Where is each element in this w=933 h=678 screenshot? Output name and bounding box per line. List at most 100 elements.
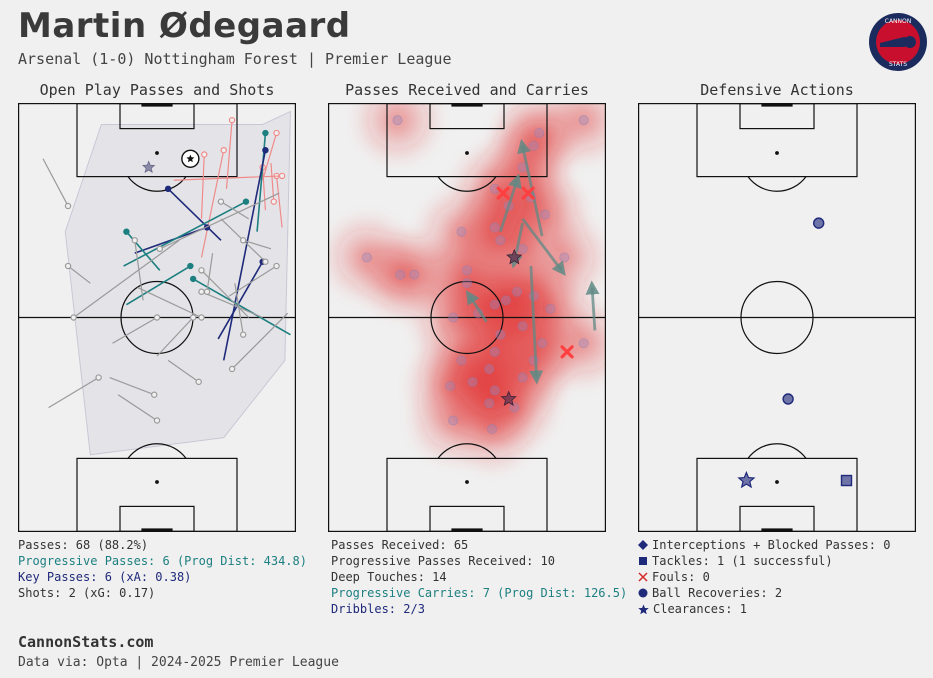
received-point-11 <box>495 235 506 246</box>
pass-segment <box>262 167 267 211</box>
square-icon <box>639 557 647 565</box>
recovery-marker-1 <box>782 393 794 405</box>
pass-segment <box>201 291 263 319</box>
received-point-39 <box>509 402 520 413</box>
pass-segment <box>42 158 69 207</box>
bottom-penalty-arc <box>127 443 187 459</box>
received-point-19 <box>512 286 523 297</box>
pass-segment <box>167 359 200 383</box>
x-marker-2 <box>521 186 535 200</box>
received-panel-title: Passes Received and Carries <box>345 81 589 99</box>
pass-segment <box>220 201 250 220</box>
pass-line-16 <box>189 275 291 336</box>
received-point-23 <box>545 303 556 314</box>
received-point-37 <box>489 385 500 396</box>
pass-segment <box>167 188 222 241</box>
pass-segment <box>200 150 225 258</box>
received-point-36 <box>445 381 456 392</box>
pass-line-18 <box>70 239 180 321</box>
pass-end-marker <box>64 202 72 210</box>
shot-marker-1 <box>142 160 156 174</box>
pass-line-37 <box>131 237 144 301</box>
top-penalty-spot <box>465 151 469 155</box>
bottom-six-yard-box <box>429 505 505 532</box>
cross-icon <box>638 572 648 582</box>
pass-end-marker <box>95 374 102 381</box>
pass-end-marker <box>156 245 163 253</box>
pass-line-26 <box>48 374 102 409</box>
pass-line-15 <box>126 262 194 306</box>
received-point-25 <box>448 312 459 323</box>
received-point-26 <box>517 321 528 332</box>
pass-line-2 <box>225 116 236 189</box>
pass-line-23 <box>156 314 197 357</box>
football-pentagon <box>186 154 195 163</box>
pass-segment <box>200 154 205 219</box>
page-title: Martin Ødegaard <box>18 6 351 46</box>
pass-line-14 <box>123 228 161 271</box>
pass-end-marker <box>270 198 277 205</box>
received-point-40 <box>448 415 459 426</box>
pass-segment <box>126 265 191 306</box>
pass-end-marker <box>153 314 161 321</box>
pass-segment <box>112 316 158 344</box>
pass-end-marker <box>201 151 208 158</box>
top-penalty-box <box>696 103 858 178</box>
pass-line-32 <box>217 198 250 220</box>
pass-segment <box>109 377 155 396</box>
top-goal <box>761 103 793 107</box>
pitch-lines <box>328 103 606 532</box>
pass-segment <box>117 394 158 421</box>
bottom-penalty-box <box>386 457 548 532</box>
top-penalty-arc <box>127 176 187 192</box>
received-point-3 <box>528 140 539 151</box>
carry-arrow-5 <box>465 290 488 323</box>
pass-end-marker <box>64 262 72 270</box>
dribble-star-0 <box>506 248 523 265</box>
received-point-2 <box>534 128 545 139</box>
pass-segment <box>262 132 278 181</box>
pass-segment <box>231 312 289 370</box>
legend-tackles: Tackles: 1 (1 successful) <box>638 553 890 569</box>
pass-line-19 <box>42 158 72 210</box>
pass-line-9 <box>222 146 269 361</box>
received-point-8 <box>539 209 550 220</box>
pass-line-3 <box>200 151 208 219</box>
pass-line-31 <box>228 312 289 373</box>
pass-end-marker <box>239 237 247 244</box>
pass-end-marker <box>153 417 161 424</box>
pass-line-27 <box>117 394 161 424</box>
received-point-12 <box>517 243 528 254</box>
received-stats: Passes Received: 65 Progressive Passes R… <box>331 537 627 617</box>
top-penalty-spot <box>775 151 779 155</box>
pass-segment <box>125 231 161 271</box>
pass-line-0 <box>270 163 277 205</box>
pass-line-7 <box>173 172 286 181</box>
pass-segment <box>173 175 283 181</box>
received-point-29 <box>578 338 589 349</box>
received-point-10 <box>456 226 467 237</box>
bottom-penalty-box <box>696 457 858 532</box>
received-point-18 <box>461 278 472 289</box>
pass-segment <box>228 265 277 297</box>
pass-end-marker <box>198 314 205 321</box>
pass-line-36 <box>234 283 247 338</box>
top-penalty-arc <box>747 176 807 192</box>
pass-end-marker <box>189 275 197 283</box>
defensive-legend: Interceptions + Blocked Passes: 0 Tackle… <box>638 537 890 617</box>
star-icon <box>638 604 649 614</box>
received-point-16 <box>395 269 406 280</box>
received-point-17 <box>409 269 420 280</box>
pass-line-29 <box>228 262 280 297</box>
received-point-21 <box>500 295 511 306</box>
received-point-34 <box>517 372 528 383</box>
pass-line-1 <box>262 129 280 181</box>
pass-segment <box>159 192 280 250</box>
pass-end-marker <box>239 331 247 338</box>
received-point-33 <box>484 363 495 374</box>
top-goal <box>451 103 483 107</box>
received-point-0 <box>392 115 403 126</box>
top-six-yard-box <box>739 103 815 130</box>
pass-line-24 <box>112 314 161 344</box>
shot-goal-0 <box>181 149 200 168</box>
